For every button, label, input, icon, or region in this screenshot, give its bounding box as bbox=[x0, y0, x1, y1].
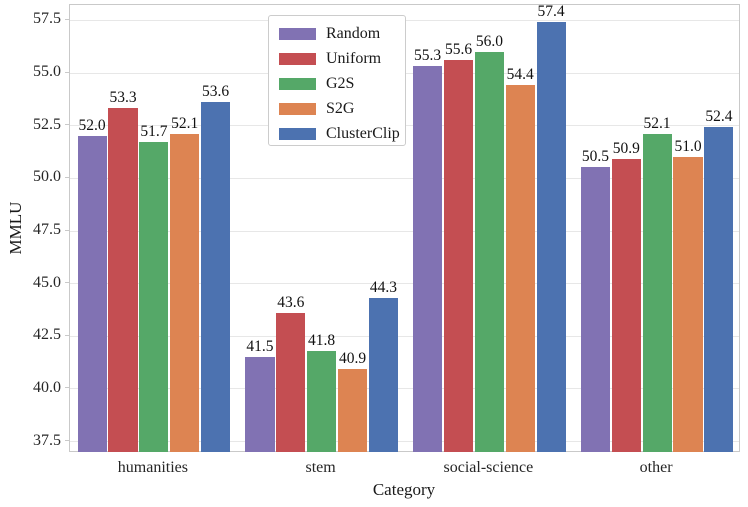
bar-value-label: 57.4 bbox=[537, 3, 565, 21]
bar-value-label: 53.6 bbox=[202, 83, 230, 101]
bar-random-humanities bbox=[77, 135, 107, 452]
y-tick-mark bbox=[65, 440, 69, 441]
y-tick-label: 40.0 bbox=[33, 378, 61, 396]
bar-uniform-humanities bbox=[108, 108, 138, 452]
legend-swatch-icon bbox=[279, 128, 316, 141]
y-tick-label: 45.0 bbox=[33, 273, 61, 291]
bar-s2g-other bbox=[673, 156, 703, 452]
y-tick-label: 55.0 bbox=[33, 63, 61, 81]
bar-value-label: 52.1 bbox=[643, 114, 671, 132]
bar-value-label: 43.6 bbox=[277, 293, 305, 311]
x-axis-title: Category bbox=[372, 480, 436, 499]
bar-value-label: 50.5 bbox=[581, 148, 609, 166]
legend-swatch-icon bbox=[279, 103, 316, 116]
bar-value-label: 52.0 bbox=[78, 116, 106, 134]
bar-value-label: 50.9 bbox=[612, 139, 640, 157]
bar-random-stem bbox=[245, 356, 275, 452]
y-tick-mark bbox=[65, 176, 69, 178]
y-tick-label: 47.5 bbox=[33, 221, 61, 238]
gridline bbox=[70, 283, 739, 285]
x-tick-label-stem: stem bbox=[305, 459, 336, 476]
bar-clusterclip-humanities bbox=[201, 102, 231, 452]
y-tick-mark bbox=[65, 387, 69, 389]
bar-value-label: 55.3 bbox=[414, 47, 442, 65]
y-tick-label: 42.5 bbox=[33, 326, 61, 344]
y-tick-mark bbox=[65, 124, 69, 126]
bar-uniform-social-science bbox=[443, 59, 474, 452]
bar-value-label: 41.5 bbox=[246, 337, 274, 355]
bar-value-label: 41.8 bbox=[308, 331, 336, 349]
legend-label: Random bbox=[326, 24, 381, 42]
x-tick-label-other: other bbox=[639, 459, 673, 476]
legend: Random Uniform G2S S2G ClusterClip bbox=[268, 15, 406, 146]
y-tick-mark bbox=[65, 282, 69, 284]
bar-s2g-social-science bbox=[505, 85, 535, 452]
y-tick-label: 50.0 bbox=[33, 168, 61, 186]
gridline bbox=[70, 230, 739, 232]
gridline bbox=[70, 441, 739, 442]
legend-item: Uniform bbox=[269, 46, 405, 71]
bar-uniform-stem bbox=[276, 312, 306, 452]
x-tick-label-social-science: social-science bbox=[443, 459, 534, 476]
bar-g2s-stem bbox=[307, 350, 337, 452]
legend-swatch-icon bbox=[279, 52, 316, 65]
bar-value-label: 55.6 bbox=[444, 40, 473, 58]
legend-label: ClusterClip bbox=[326, 125, 400, 143]
bar-clusterclip-social-science bbox=[536, 22, 566, 452]
bar-uniform-other bbox=[611, 158, 641, 452]
bar-s2g-stem bbox=[337, 369, 368, 452]
legend-swatch-icon bbox=[279, 77, 316, 90]
bar-g2s-social-science bbox=[474, 51, 504, 452]
legend-swatch-icon bbox=[279, 27, 316, 40]
legend-item: S2G bbox=[269, 97, 405, 122]
bar-value-label: 52.4 bbox=[705, 108, 733, 126]
bar-clusterclip-other bbox=[704, 127, 734, 452]
legend-label: G2S bbox=[326, 74, 355, 92]
bar-random-other bbox=[580, 167, 611, 452]
gridline bbox=[70, 177, 739, 179]
bar-random-social-science bbox=[413, 66, 443, 452]
y-tick-label: 57.5 bbox=[33, 10, 61, 28]
bar-value-label: 51.7 bbox=[140, 123, 168, 141]
bar-value-label: 52.1 bbox=[171, 114, 199, 132]
gridline bbox=[70, 335, 739, 337]
bar-value-label: 51.0 bbox=[674, 137, 702, 155]
gridline bbox=[70, 388, 739, 390]
bar-g2s-humanities bbox=[139, 142, 169, 452]
bar-value-label: 56.0 bbox=[475, 32, 503, 50]
y-tick-label: 37.5 bbox=[33, 431, 61, 449]
y-tick-mark bbox=[65, 71, 69, 73]
legend-label: Uniform bbox=[326, 49, 382, 67]
legend-item: G2S bbox=[269, 71, 405, 96]
y-tick-mark bbox=[65, 18, 69, 20]
legend-item: ClusterClip bbox=[269, 122, 405, 147]
bar-value-label: 44.3 bbox=[369, 278, 397, 296]
bar-value-label: 54.4 bbox=[506, 66, 534, 84]
y-tick-mark bbox=[65, 229, 69, 231]
bar-clusterclip-stem bbox=[368, 297, 398, 452]
bar-s2g-humanities bbox=[170, 133, 200, 452]
legend-item: Random bbox=[269, 21, 405, 46]
bar-value-label: 40.9 bbox=[338, 350, 367, 368]
bar-value-label: 53.3 bbox=[109, 89, 137, 107]
y-tick-label: 52.5 bbox=[33, 115, 61, 133]
bar-g2s-other bbox=[642, 133, 672, 452]
y-tick-mark bbox=[65, 334, 69, 336]
legend-label: S2G bbox=[326, 100, 355, 118]
x-tick-label-humanities: humanities bbox=[117, 459, 188, 476]
